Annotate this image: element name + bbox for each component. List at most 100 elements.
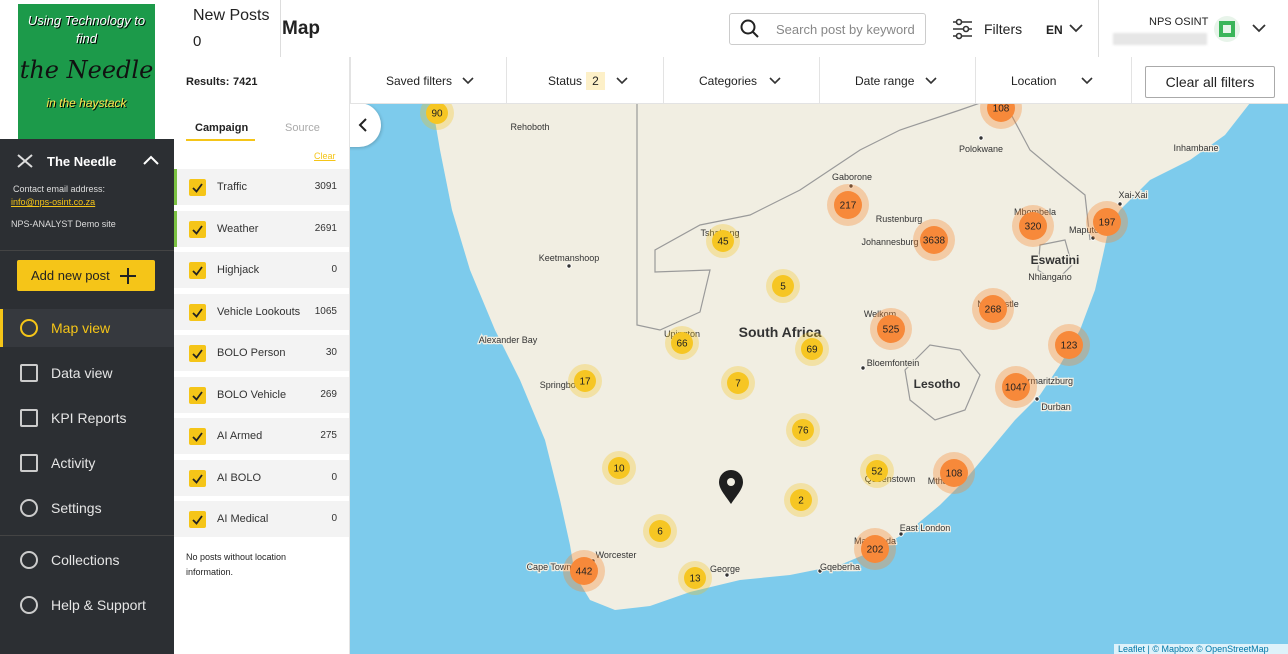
cluster[interactable] — [1019, 212, 1047, 240]
cluster-count: 320 — [1025, 222, 1042, 233]
status-badge: 2 — [586, 72, 605, 90]
city-dot — [1034, 396, 1040, 402]
divider — [1131, 57, 1132, 103]
cluster[interactable] — [712, 230, 734, 252]
check — [192, 349, 203, 359]
language[interactable]: EN — [1046, 23, 1063, 37]
clear-all-filters[interactable]: Clear all filters — [1145, 66, 1275, 98]
cluster[interactable] — [608, 457, 630, 479]
cluster[interactable] — [790, 489, 812, 511]
chevron-line — [1081, 77, 1093, 85]
cluster[interactable] — [727, 372, 749, 394]
sidebar — [0, 139, 174, 654]
cluster[interactable] — [979, 295, 1007, 323]
checkbox[interactable] — [189, 511, 206, 528]
city-dot — [1117, 201, 1123, 207]
cluster[interactable] — [1002, 373, 1030, 401]
filter-dropdown[interactable]: Date range — [855, 74, 915, 88]
filter-dropdown[interactable]: Saved filters — [386, 74, 453, 88]
cluster[interactable] — [834, 191, 862, 219]
filter-dropdown[interactable]: Status — [548, 74, 583, 88]
tab-underline — [186, 139, 255, 141]
collapse-chevron[interactable] — [142, 154, 160, 166]
city-dot — [978, 135, 984, 141]
cluster[interactable] — [861, 535, 889, 563]
nav-item[interactable]: Settings — [51, 500, 102, 516]
place-label: Rustenburg — [876, 214, 923, 224]
cluster[interactable] — [574, 370, 596, 392]
cluster[interactable] — [1093, 208, 1121, 236]
nav-item[interactable]: Activity — [51, 455, 96, 471]
checkbox[interactable] — [189, 345, 206, 362]
contact-email[interactable]: info@nps-osint.co.za — [11, 197, 96, 207]
plus-icon — [120, 268, 136, 284]
no-location-note: No posts without location information. — [186, 552, 287, 577]
nav-item[interactable]: Collections — [51, 552, 120, 568]
campaign-label: BOLO Person — [217, 347, 286, 359]
check — [192, 390, 203, 401]
cluster[interactable] — [772, 275, 794, 297]
cluster-count: 108 — [946, 469, 963, 480]
avatar[interactable] — [1214, 16, 1240, 42]
cluster[interactable] — [570, 557, 598, 585]
panel-tab[interactable]: Source — [285, 122, 320, 134]
checkbox[interactable] — [189, 303, 206, 321]
cluster[interactable] — [1055, 331, 1083, 359]
cluster-count: 17 — [579, 377, 591, 388]
cluster[interactable] — [987, 103, 1015, 122]
campaign-count: 1065 — [314, 305, 337, 317]
filter-dropdown[interactable]: Location — [1011, 74, 1057, 88]
checkbox[interactable] — [189, 262, 206, 279]
cluster[interactable] — [866, 460, 888, 482]
campaign-label: BOLO Vehicle — [217, 388, 287, 401]
nav-item[interactable]: Help & Support — [51, 597, 146, 613]
cluster[interactable] — [920, 226, 948, 254]
campaign-count: 0 — [331, 264, 337, 275]
nav-item[interactable]: Map view — [51, 320, 111, 336]
divider — [280, 0, 281, 57]
nav-icon — [20, 454, 38, 472]
nav-icon — [20, 409, 38, 427]
city-dot — [848, 183, 854, 189]
clear-link[interactable]: Clear — [314, 151, 336, 161]
cluster[interactable] — [792, 419, 814, 441]
cluster[interactable] — [877, 315, 905, 343]
filter-dropdown[interactable]: Categories — [699, 74, 758, 88]
checkbox[interactable] — [189, 428, 206, 445]
map: Rehoboth Gaborone Polokwane Inhambane Xai-Xa… — [350, 103, 1288, 654]
border-eswatini — [1037, 239, 1073, 283]
checkbox[interactable] — [189, 220, 206, 238]
campaign-count: 30 — [325, 347, 337, 358]
cluster[interactable] — [649, 520, 671, 542]
map-attribution[interactable]: Leaflet | © Mapbox © OpenStreetMap — [1114, 644, 1288, 654]
cluster-count: 10 — [613, 464, 625, 475]
checkbox[interactable] — [189, 386, 206, 404]
add-post-button[interactable]: Add new post — [17, 260, 155, 291]
chevron — [462, 77, 474, 85]
checkbox[interactable] — [189, 469, 206, 487]
checkbox[interactable] — [189, 179, 206, 196]
search-box[interactable]: Search post by keyword — [729, 13, 926, 45]
panel-tab[interactable]: Campaign — [195, 122, 249, 134]
cluster-count: 1047 — [1005, 383, 1028, 394]
cluster[interactable] — [426, 103, 448, 124]
filters-icon[interactable] — [952, 18, 974, 40]
campaign-count: 2691 — [314, 222, 337, 234]
chevron-line — [769, 77, 781, 85]
place-label: Alexander Bay — [479, 335, 538, 345]
filters-button[interactable]: Filters — [984, 21, 1023, 37]
border — [1004, 103, 1091, 241]
filter-bar — [174, 57, 1288, 104]
border — [636, 103, 981, 331]
cluster-count: 442 — [576, 567, 593, 578]
place-label: Johannesburg — [861, 237, 918, 247]
cluster[interactable] — [671, 332, 693, 354]
campaign-label: Highjack — [217, 264, 260, 276]
cluster[interactable] — [684, 567, 706, 589]
cluster[interactable] — [801, 338, 823, 360]
cluster[interactable] — [940, 459, 968, 487]
nav-item[interactable]: Data view — [51, 365, 113, 381]
user-name[interactable]: NPS OSINT — [1149, 16, 1209, 28]
nav-item[interactable]: KPI Reports — [51, 410, 127, 426]
user-email-blurred — [1113, 33, 1207, 45]
